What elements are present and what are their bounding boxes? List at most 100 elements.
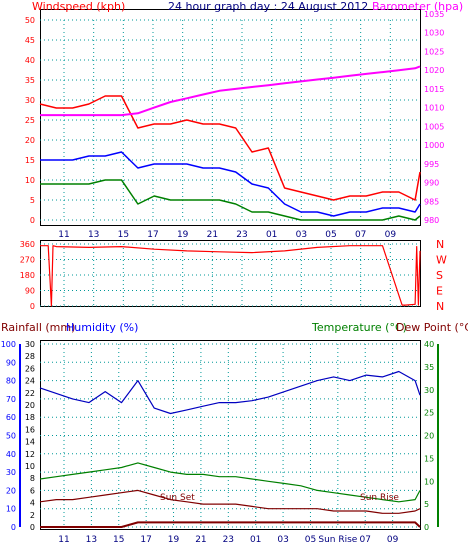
humidity-axis-title: Humidity (%) bbox=[66, 321, 138, 334]
temp-rain-tick-label: 0 bbox=[30, 523, 35, 532]
temp-temperature-tick-label: 35 bbox=[424, 363, 434, 372]
wind-right-tick-label: 985 bbox=[424, 197, 439, 206]
compass-label: E bbox=[436, 285, 443, 298]
wind-left-tick-label: 25 bbox=[25, 116, 35, 125]
temp-rain-tick-label: 28 bbox=[25, 352, 35, 361]
temp-humidity-tick-label: 80 bbox=[6, 377, 16, 386]
temperature-axis-title: Temperature (°C) bbox=[311, 321, 407, 334]
temp-x-tick-label: 09 bbox=[387, 535, 399, 545]
wind-left-tick-label: 40 bbox=[25, 56, 35, 65]
dewpoint-axis-title: Dew Point (°C) bbox=[396, 321, 468, 334]
wind-x-tick-label: 17 bbox=[147, 230, 158, 240]
compass-label: N bbox=[436, 300, 444, 313]
dewpoint-series-line bbox=[39, 489, 421, 514]
tick-labels: 11 13 15 17 19 21 23 01 03 05 07 090510152025303540… bbox=[1, 10, 447, 545]
temp-temperature-tick-label: 20 bbox=[424, 432, 434, 441]
wind-left-tick-label: 20 bbox=[25, 136, 35, 145]
temp-rain-tick-label: 14 bbox=[25, 438, 35, 447]
rainfall-axis-title: Rainfall (mm) bbox=[1, 321, 75, 334]
temp-temperature-tick-label: 15 bbox=[424, 454, 434, 463]
temp-humidity-tick-label: 0 bbox=[11, 523, 16, 532]
temp-rain-tick-label: 20 bbox=[25, 401, 35, 410]
wind-x-tick-label: 01 bbox=[266, 230, 277, 240]
gust-series-line bbox=[39, 95, 421, 201]
wind-x-tick-label: 23 bbox=[236, 230, 247, 240]
temp-rain-tick-label: 4 bbox=[30, 499, 35, 508]
temp-temperature-tick-label: 0 bbox=[424, 523, 429, 532]
wind-left-tick-label: 15 bbox=[25, 156, 35, 165]
temp-x-tick-label: Sun Rise bbox=[318, 535, 357, 545]
temp-humidity-tick-label: 60 bbox=[6, 413, 16, 422]
temp-humidity-tick-label: 10 bbox=[6, 505, 16, 514]
barometer-axis-title: Barometer (hpa) bbox=[372, 0, 463, 13]
temp-rain-tick-label: 10 bbox=[25, 462, 35, 471]
temp-x-tick-label: 19 bbox=[168, 535, 180, 545]
temp-rain-tick-label: 18 bbox=[25, 413, 35, 422]
temperature-series-line bbox=[39, 462, 421, 503]
low-series-line bbox=[40, 179, 421, 221]
wind-right-tick-label: 990 bbox=[424, 179, 439, 188]
compass-label: S bbox=[436, 269, 443, 282]
temp-rain-tick-label: 8 bbox=[30, 474, 35, 483]
sun-rise-annotation: Sun Rise bbox=[360, 493, 399, 503]
wind-right-tick-label: 1010 bbox=[424, 104, 444, 113]
temp-humidity-tick-label: 40 bbox=[6, 450, 16, 459]
wind-right-tick-label: 1020 bbox=[424, 66, 444, 75]
temp-temperature-tick-label: 10 bbox=[424, 477, 434, 486]
wind-x-tick-label: 11 bbox=[58, 230, 69, 240]
wind-x-tick-label: 21 bbox=[207, 230, 218, 240]
temp-x-tick-label: 03 bbox=[277, 535, 288, 545]
temp-rain-tick-label: 24 bbox=[25, 377, 35, 386]
compass-label: W bbox=[436, 254, 447, 267]
temp-rain-tick-label: 30 bbox=[25, 340, 35, 349]
temp-temperature-tick-label: 30 bbox=[424, 386, 434, 395]
barometer-series-line bbox=[40, 65, 421, 117]
rain-series-line bbox=[40, 521, 421, 528]
wind-right-tick-label: 1035 bbox=[424, 10, 444, 19]
temp-humidity-tick-label: 100 bbox=[1, 340, 16, 349]
wind-left-tick-label: 45 bbox=[25, 36, 35, 45]
wind-x-tick-label: 15 bbox=[118, 230, 129, 240]
temp-humidity-tick-label: 70 bbox=[6, 395, 16, 404]
temp-rain-tick-label: 12 bbox=[25, 450, 35, 459]
wind-right-tick-label: 995 bbox=[424, 160, 439, 169]
wind-right-tick-label: 1030 bbox=[424, 29, 444, 38]
wind-left-tick-label: 5 bbox=[30, 196, 35, 205]
wind-x-tick-label: 07 bbox=[355, 230, 366, 240]
wind-direction-series-line bbox=[40, 245, 421, 307]
wind-left-tick-label: 35 bbox=[25, 76, 35, 85]
temp-humidity-tick-label: 50 bbox=[6, 432, 16, 441]
temp-rain-tick-label: 6 bbox=[30, 486, 35, 495]
wind-left-tick-label: 0 bbox=[30, 216, 35, 225]
temp-x-tick-label: 07 bbox=[360, 535, 371, 545]
direction-left-tick-label: 90 bbox=[25, 287, 35, 296]
wind-left-tick-label: 50 bbox=[25, 16, 35, 25]
wind-x-tick-label: 03 bbox=[296, 230, 307, 240]
temp-rain-tick-label: 2 bbox=[30, 511, 35, 520]
direction-left-tick-label: 0 bbox=[30, 302, 35, 311]
chart-title: 24 hour graph day : 24 August 2012 bbox=[168, 0, 368, 13]
wind-right-tick-label: 980 bbox=[424, 216, 439, 225]
wind-left-tick-label: 30 bbox=[25, 96, 35, 105]
wind-right-tick-label: 1015 bbox=[424, 85, 444, 94]
direction-left-tick-label: 270 bbox=[20, 256, 35, 265]
temp-temperature-tick-label: 40 bbox=[424, 340, 434, 349]
temp-temperature-tick-label: 25 bbox=[424, 409, 434, 418]
wind-right-tick-label: 1000 bbox=[424, 141, 444, 150]
temp-x-tick-label: 15 bbox=[113, 535, 124, 545]
sun-set-annotation: Sun Set bbox=[160, 493, 195, 503]
temp-humidity-tick-label: 90 bbox=[6, 358, 16, 367]
direction-left-tick-label: 360 bbox=[20, 240, 35, 249]
temp-rain-tick-label: 22 bbox=[25, 389, 35, 398]
temp-x-tick-label: 01 bbox=[250, 535, 261, 545]
humidity-series-line bbox=[39, 370, 421, 415]
wind-x-tick-label: 13 bbox=[88, 230, 99, 240]
temp-x-tick-label: 13 bbox=[86, 535, 97, 545]
direction-left-tick-label: 180 bbox=[20, 271, 35, 280]
average-series-line bbox=[40, 151, 421, 217]
temp-x-tick-label: 23 bbox=[223, 535, 234, 545]
temp-rain-tick-label: 26 bbox=[25, 364, 35, 373]
temp-x-tick-label: 17 bbox=[140, 535, 151, 545]
grid-layer bbox=[19, 19, 439, 528]
